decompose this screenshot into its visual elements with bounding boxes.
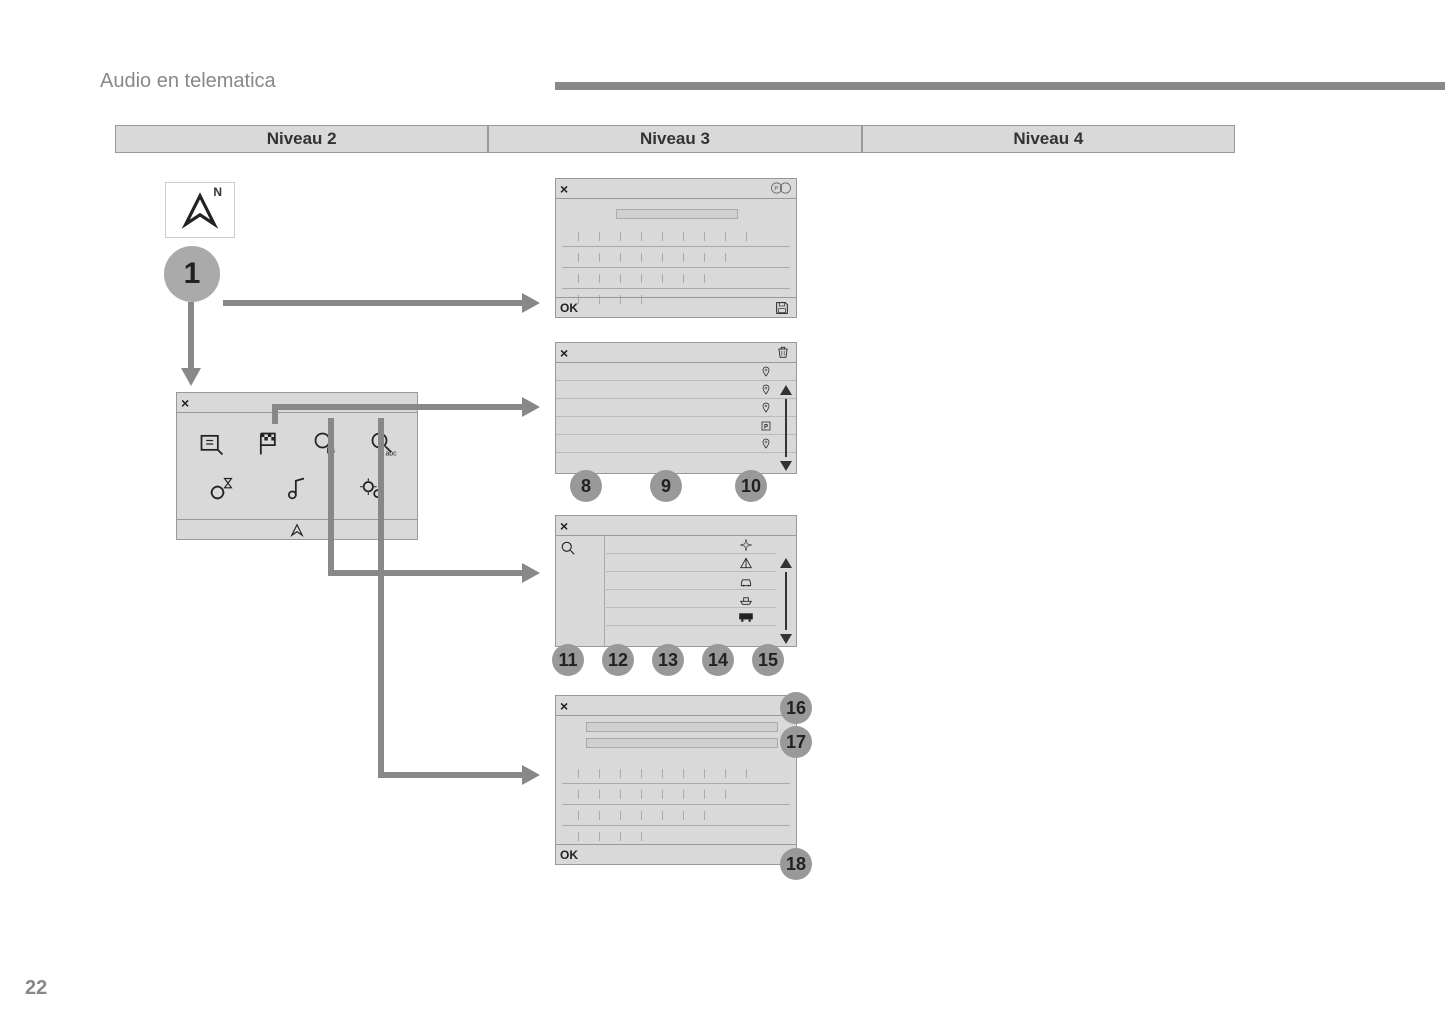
close-button[interactable]: ×: [556, 345, 568, 361]
save-disk-icon[interactable]: [774, 300, 790, 316]
screen-keyboard-a: × P OK: [555, 178, 797, 318]
scrollbar[interactable]: [779, 558, 793, 644]
page-header: Audio en telematica: [100, 70, 276, 93]
parking-icon: P: [758, 418, 774, 434]
arrow-1-head: [181, 368, 201, 386]
callout-16: 16: [780, 692, 812, 724]
svg-text:abc: abc: [385, 450, 397, 457]
trash-icon[interactable]: [776, 345, 790, 359]
svg-text:P: P: [764, 425, 768, 431]
callout-13: 13: [652, 644, 684, 676]
conn-d-v: [378, 418, 384, 778]
callout-15: 15: [752, 644, 784, 676]
ok-button[interactable]: OK: [556, 301, 578, 315]
conn-a-head: [522, 293, 540, 313]
conn-d-head: [522, 765, 540, 785]
close-button[interactable]: ×: [556, 181, 568, 197]
callout-12: 12: [602, 644, 634, 676]
callout-17: 17: [780, 726, 812, 758]
gear-hourglass-icon[interactable]: [207, 475, 235, 503]
tent-icon: [738, 555, 754, 571]
arrow-1-line: [188, 302, 194, 370]
pin-icon: [758, 382, 774, 398]
close-button[interactable]: ×: [556, 698, 568, 714]
pin-icon: [758, 436, 774, 452]
level-4-header: Niveau 4: [862, 125, 1235, 153]
address-entry-icon[interactable]: [198, 430, 226, 458]
compass-north-label: N: [213, 185, 222, 199]
callout-14: 14: [702, 644, 734, 676]
bus-icon: [738, 609, 754, 625]
level-2-header: Niveau 2: [115, 125, 488, 153]
svg-text:P: P: [774, 186, 778, 192]
page-number: 22: [25, 977, 47, 1000]
close-button[interactable]: ×: [556, 518, 568, 534]
conn-c-h: [328, 570, 523, 576]
callout-8: 8: [570, 470, 602, 502]
conn-c-v: [328, 418, 334, 576]
poi-search-icon[interactable]: [312, 430, 340, 458]
search-icon[interactable]: [560, 540, 578, 558]
airplane-icon: [738, 537, 754, 553]
header-rule: [555, 82, 1445, 90]
music-note-icon[interactable]: [283, 475, 311, 503]
screen-poi-list: ×: [555, 515, 797, 647]
scrollbar[interactable]: [779, 385, 793, 471]
conn-b-h: [272, 404, 523, 410]
callout-11: 11: [552, 644, 584, 676]
callout-1: 1: [164, 246, 220, 302]
conn-b-stub: [272, 410, 278, 424]
screen-destination-list: × P: [555, 342, 797, 474]
text-input-bar[interactable]: [616, 209, 738, 219]
car-icon: [738, 573, 754, 589]
level-3-header: Niveau 3: [488, 125, 861, 153]
close-button[interactable]: ×: [177, 395, 189, 411]
callout-10: 10: [735, 470, 767, 502]
compass-icon-box: N: [165, 182, 235, 238]
pin-icon: [758, 400, 774, 416]
pin-icon: [758, 364, 774, 380]
conn-c-head: [522, 563, 540, 583]
conn-a-h: [223, 300, 523, 306]
level-header-row: Niveau 2 Niveau 3 Niveau 4: [115, 125, 1235, 153]
ok-button[interactable]: OK: [556, 848, 578, 862]
globe-icon[interactable]: P: [770, 181, 792, 195]
conn-b-head: [522, 397, 540, 417]
callout-9: 9: [650, 470, 682, 502]
nav-arrow-icon[interactable]: [290, 523, 304, 537]
screen-keyboard-d: × OK: [555, 695, 797, 865]
text-input-bar-1[interactable]: [586, 722, 778, 732]
conn-d-h: [378, 772, 523, 778]
callout-18: 18: [780, 848, 812, 880]
checkered-flag-icon[interactable]: [255, 430, 283, 458]
text-input-bar-2[interactable]: [586, 738, 778, 748]
ferry-icon: [738, 591, 754, 607]
